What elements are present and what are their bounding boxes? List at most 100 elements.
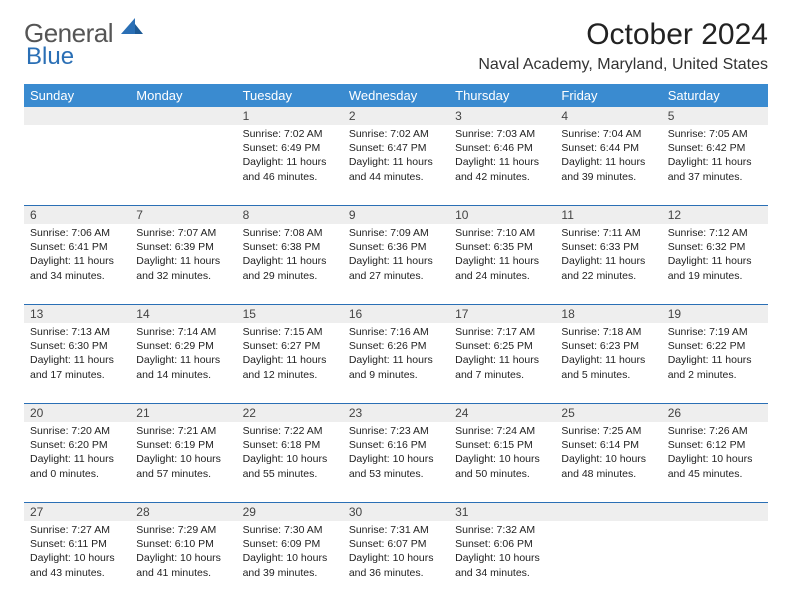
sunset-line: Sunset: 6:09 PM [243, 537, 337, 551]
sunrise-line: Sunrise: 7:15 AM [243, 325, 337, 339]
daylight-line: Daylight: 11 hours and 46 minutes. [243, 155, 337, 183]
dow-sunday: Sunday [24, 84, 130, 107]
day-info: Sunrise: 7:14 AMSunset: 6:29 PMDaylight:… [134, 323, 232, 382]
day-cell: Sunrise: 7:18 AMSunset: 6:23 PMDaylight:… [555, 323, 661, 403]
sunrise-line: Sunrise: 7:16 AM [349, 325, 443, 339]
sunrise-line: Sunrise: 7:27 AM [30, 523, 124, 537]
daylight-line: Daylight: 10 hours and 50 minutes. [455, 452, 549, 480]
day-number: 25 [555, 404, 661, 422]
daylight-line: Daylight: 11 hours and 24 minutes. [455, 254, 549, 282]
day-number: 29 [237, 503, 343, 521]
sunset-line: Sunset: 6:19 PM [136, 438, 230, 452]
daylight-line: Daylight: 11 hours and 32 minutes. [136, 254, 230, 282]
day-cell: Sunrise: 7:10 AMSunset: 6:35 PMDaylight:… [449, 224, 555, 304]
day-info: Sunrise: 7:23 AMSunset: 6:16 PMDaylight:… [347, 422, 445, 481]
day-number: 6 [24, 206, 130, 224]
week-daynum-row: 2728293031 [24, 503, 768, 522]
day-number: 24 [449, 404, 555, 422]
day-number: 19 [662, 305, 768, 323]
sunset-line: Sunset: 6:39 PM [136, 240, 230, 254]
month-title: October 2024 [478, 18, 768, 52]
day-info: Sunrise: 7:13 AMSunset: 6:30 PMDaylight:… [28, 323, 126, 382]
day-cell: Sunrise: 7:26 AMSunset: 6:12 PMDaylight:… [662, 422, 768, 502]
day-number [662, 503, 768, 521]
sunset-line: Sunset: 6:41 PM [30, 240, 124, 254]
day-info: Sunrise: 7:08 AMSunset: 6:38 PMDaylight:… [241, 224, 339, 283]
day-number: 14 [130, 305, 236, 323]
daylight-line: Daylight: 10 hours and 36 minutes. [349, 551, 443, 579]
sunset-line: Sunset: 6:47 PM [349, 141, 443, 155]
day-number: 23 [343, 404, 449, 422]
sunrise-line: Sunrise: 7:02 AM [349, 127, 443, 141]
sunset-line: Sunset: 6:49 PM [243, 141, 337, 155]
daylight-line: Daylight: 11 hours and 19 minutes. [668, 254, 762, 282]
day-number: 7 [130, 206, 236, 224]
daylight-line: Daylight: 10 hours and 43 minutes. [30, 551, 124, 579]
sunset-line: Sunset: 6:07 PM [349, 537, 443, 551]
day-number [24, 107, 130, 125]
day-cell: Sunrise: 7:02 AMSunset: 6:49 PMDaylight:… [237, 125, 343, 205]
dow-saturday: Saturday [662, 84, 768, 107]
sunrise-line: Sunrise: 7:02 AM [243, 127, 337, 141]
day-number: 22 [237, 404, 343, 422]
brand-text: General Blue [24, 18, 143, 71]
sunrise-line: Sunrise: 7:20 AM [30, 424, 124, 438]
day-info: Sunrise: 7:02 AMSunset: 6:47 PMDaylight:… [347, 125, 445, 184]
day-info: Sunrise: 7:15 AMSunset: 6:27 PMDaylight:… [241, 323, 339, 382]
daylight-line: Daylight: 11 hours and 39 minutes. [561, 155, 655, 183]
sunset-line: Sunset: 6:30 PM [30, 339, 124, 353]
daylight-line: Daylight: 11 hours and 7 minutes. [455, 353, 549, 381]
dow-header-row: Sunday Monday Tuesday Wednesday Thursday… [24, 84, 768, 107]
sunrise-line: Sunrise: 7:25 AM [561, 424, 655, 438]
week-content-row: Sunrise: 7:20 AMSunset: 6:20 PM Daylight:… [24, 422, 768, 502]
sunrise-line: Sunrise: 7:30 AM [243, 523, 337, 537]
day-number: 30 [343, 503, 449, 521]
week-content-row: Sunrise: 7:02 AMSunset: 6:49 PMDaylight:… [24, 125, 768, 205]
day-cell: Sunrise: 7:02 AMSunset: 6:47 PMDaylight:… [343, 125, 449, 205]
header: General Blue October 2024 Naval Academy,… [24, 18, 768, 74]
day-number: 10 [449, 206, 555, 224]
day-number [130, 107, 236, 125]
daylight-line: Daylight: 11 hours and 17 minutes. [30, 353, 124, 381]
week-daynum-row: 13141516171819 [24, 305, 768, 324]
sunrise-line: Sunrise: 7:31 AM [349, 523, 443, 537]
location-subtitle: Naval Academy, Maryland, United States [478, 56, 768, 74]
sunset-line: Sunset: 6:46 PM [455, 141, 549, 155]
week-daynum-row: 20212223242526 [24, 404, 768, 423]
week-content-row: Sunrise: 7:13 AMSunset: 6:30 PMDaylight:… [24, 323, 768, 403]
day-cell: Sunrise: 7:22 AMSunset: 6:18 PMDaylight:… [237, 422, 343, 502]
day-info: Sunrise: 7:05 AMSunset: 6:42 PMDaylight:… [666, 125, 764, 184]
sunrise-line: Sunrise: 7:24 AM [455, 424, 549, 438]
day-info: Sunrise: 7:22 AMSunset: 6:18 PMDaylight:… [241, 422, 339, 481]
sunset-line: Sunset: 6:23 PM [561, 339, 655, 353]
day-number: 11 [555, 206, 661, 224]
sunrise-line: Sunrise: 7:29 AM [136, 523, 230, 537]
calendar-page: General Blue October 2024 Naval Academy,… [0, 0, 792, 601]
sunset-line: Sunset: 6:12 PM [668, 438, 762, 452]
sunrise-line: Sunrise: 7:11 AM [561, 226, 655, 240]
sunset-line: Sunset: 6:06 PM [455, 537, 549, 551]
day-info: Sunrise: 7:19 AMSunset: 6:22 PMDaylight:… [666, 323, 764, 382]
daylight-line: Daylight: 10 hours and 41 minutes. [136, 551, 230, 579]
sunrise-line: Sunrise: 7:14 AM [136, 325, 230, 339]
day-info: Sunrise: 7:31 AMSunset: 6:07 PMDaylight:… [347, 521, 445, 580]
day-cell: Sunrise: 7:04 AMSunset: 6:44 PMDaylight:… [555, 125, 661, 205]
sunset-line: Sunset: 6:14 PM [561, 438, 655, 452]
day-cell: Sunrise: 7:14 AMSunset: 6:29 PMDaylight:… [130, 323, 236, 403]
day-number: 5 [662, 107, 768, 125]
calendar-table: Sunday Monday Tuesday Wednesday Thursday… [24, 84, 768, 601]
day-number: 16 [343, 305, 449, 323]
day-cell: Sunrise: 7:05 AMSunset: 6:42 PMDaylight:… [662, 125, 768, 205]
sunset-line: Sunset: 6:20 PM [30, 438, 124, 452]
day-info: Sunrise: 7:10 AMSunset: 6:35 PMDaylight:… [453, 224, 551, 283]
day-number: 13 [24, 305, 130, 323]
week-daynum-row: 6789101112 [24, 206, 768, 225]
daylight-line: Daylight: 10 hours and 34 minutes. [455, 551, 549, 579]
week-daynum-row: 12345 [24, 107, 768, 125]
sunrise-line: Sunrise: 7:03 AM [455, 127, 549, 141]
week-content-row: Sunrise: 7:27 AMSunset: 6:11 PMDaylight:… [24, 521, 768, 601]
brand-logo: General Blue [24, 18, 143, 71]
sunset-line: Sunset: 6:32 PM [668, 240, 762, 254]
day-number: 2 [343, 107, 449, 125]
day-info: Sunrise: 7:18 AMSunset: 6:23 PMDaylight:… [559, 323, 657, 382]
